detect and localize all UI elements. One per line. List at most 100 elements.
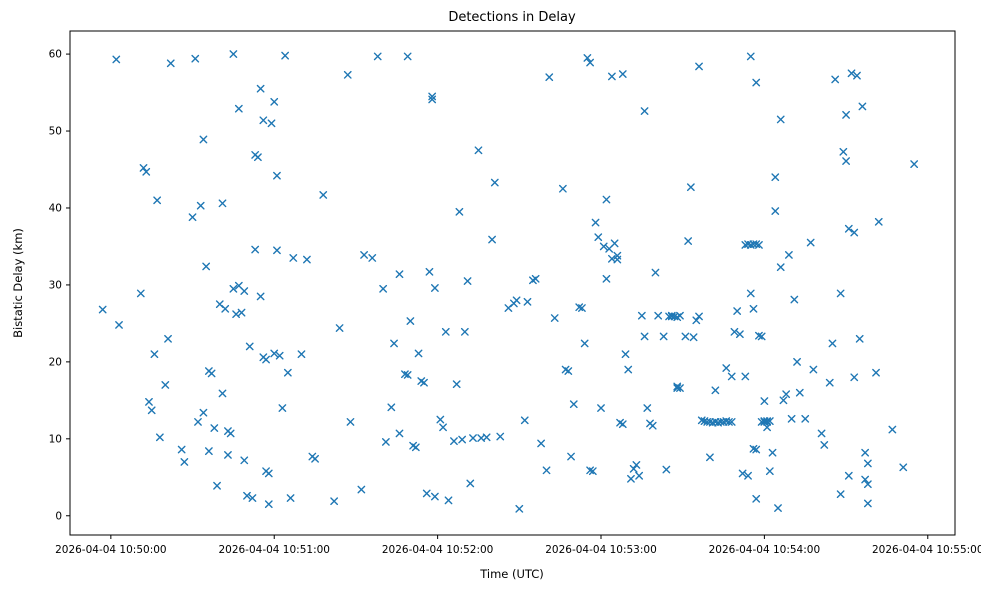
data-point	[422, 489, 431, 498]
data-point	[240, 287, 249, 295]
data-point	[145, 397, 153, 406]
data-point	[695, 312, 703, 321]
data-point	[558, 184, 567, 193]
data-point	[629, 464, 638, 473]
data-point	[550, 314, 559, 322]
data-point	[730, 327, 739, 336]
y-tick-label: 40	[49, 202, 62, 214]
data-point	[357, 485, 366, 494]
data-point	[430, 284, 439, 292]
data-point	[229, 284, 238, 293]
data-point	[469, 434, 477, 442]
x-tick-label: 2026-04-04 10:55:00	[872, 544, 981, 556]
data-point	[237, 308, 246, 317]
data-point	[466, 479, 475, 488]
data-point	[199, 408, 208, 417]
data-point	[147, 406, 156, 415]
data-point	[112, 55, 121, 64]
data-point	[218, 389, 227, 398]
data-point	[153, 196, 162, 205]
data-point	[689, 333, 698, 342]
data-point	[607, 72, 616, 81]
data-point	[256, 292, 265, 301]
chart-title: Detections in Delay	[448, 10, 576, 25]
data-point	[874, 217, 883, 226]
data-points	[98, 50, 919, 513]
data-point	[428, 95, 437, 104]
data-point	[684, 237, 693, 245]
data-point	[267, 119, 276, 128]
data-point	[420, 378, 428, 387]
y-tick-label: 50	[49, 126, 62, 138]
data-point	[618, 70, 627, 78]
data-point	[259, 116, 268, 125]
data-point	[599, 242, 608, 251]
data-point	[861, 448, 870, 457]
data-point	[863, 459, 872, 468]
data-point	[752, 494, 761, 503]
data-point	[588, 467, 597, 476]
data-point	[403, 52, 412, 61]
data-point	[640, 107, 649, 115]
data-point	[651, 268, 660, 277]
data-point	[676, 311, 684, 320]
data-point	[275, 351, 284, 360]
data-point	[240, 456, 249, 465]
data-point	[850, 373, 859, 382]
data-point	[765, 467, 774, 476]
data-point	[727, 417, 736, 426]
x-tick-label: 2026-04-04 10:52:00	[382, 544, 494, 556]
data-point	[177, 445, 186, 454]
data-point	[569, 400, 578, 409]
y-tick-label: 30	[49, 279, 62, 291]
data-point	[836, 289, 845, 298]
data-point	[411, 443, 420, 452]
data-point	[381, 437, 390, 446]
data-point	[520, 416, 529, 425]
data-point	[488, 235, 496, 244]
data-point	[204, 447, 213, 456]
data-point	[784, 251, 793, 259]
data-point	[234, 104, 243, 113]
data-point	[390, 339, 398, 348]
data-point	[613, 255, 622, 264]
x-tick-label: 2026-04-04 10:50:00	[55, 544, 167, 556]
data-point	[801, 414, 810, 423]
data-point	[752, 445, 761, 454]
data-point	[711, 386, 720, 395]
data-point	[360, 251, 368, 259]
data-point	[136, 289, 145, 298]
data-point	[460, 327, 469, 336]
data-point	[842, 157, 850, 165]
data-point	[98, 305, 107, 314]
data-point	[741, 372, 750, 381]
data-point	[439, 423, 447, 432]
data-point	[139, 164, 148, 172]
data-point	[861, 475, 870, 484]
data-point	[450, 437, 458, 446]
data-point	[580, 339, 589, 348]
x-tick-label: 2026-04-04 10:51:00	[218, 544, 330, 556]
data-point	[226, 429, 235, 438]
data-point	[273, 171, 281, 180]
data-point	[286, 494, 295, 502]
data-point	[161, 381, 170, 389]
data-point	[809, 365, 818, 374]
data-point	[725, 417, 733, 426]
data-point	[910, 160, 919, 169]
axes-spines	[69, 30, 956, 536]
data-point	[695, 62, 703, 71]
data-point	[245, 342, 254, 351]
data-point	[256, 84, 265, 93]
data-point	[455, 207, 464, 216]
data-point	[270, 349, 279, 358]
data-point	[303, 255, 311, 264]
data-point	[774, 504, 782, 512]
data-point	[836, 490, 845, 499]
data-point	[839, 147, 848, 156]
y-axis-label: Bistatic Delay (km)	[11, 228, 25, 338]
data-point	[768, 448, 777, 457]
data-point	[441, 327, 450, 336]
data-point	[755, 241, 763, 249]
